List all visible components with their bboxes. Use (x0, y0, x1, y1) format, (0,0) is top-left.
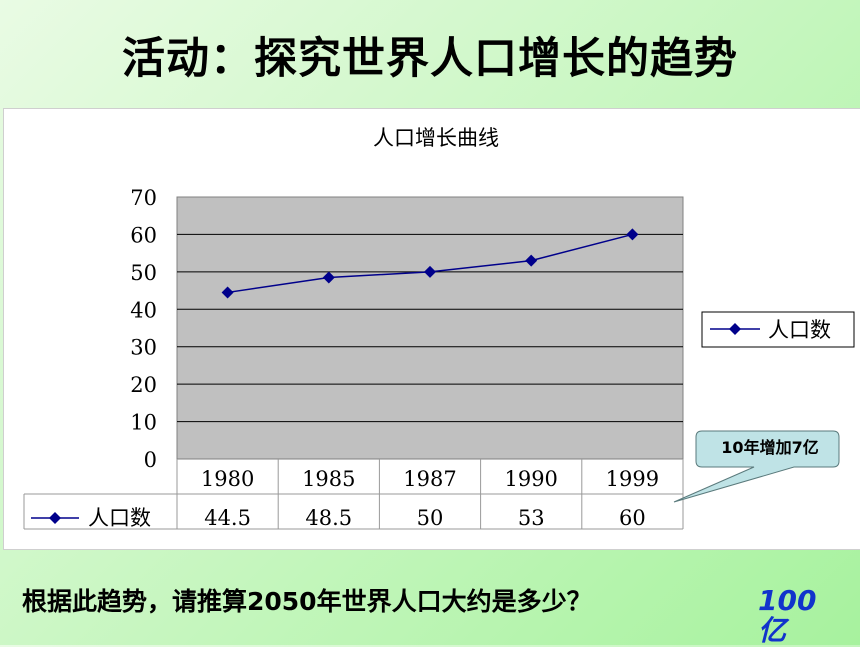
y-tick-label: 50 (130, 261, 157, 285)
y-axis-ticks: 0 10 20 30 40 50 60 70 (130, 186, 157, 472)
y-tick-label: 40 (130, 298, 157, 322)
series-line (221, 228, 639, 299)
table-row-label: 人口数 (88, 506, 151, 530)
data-table-value: 44.5 (204, 506, 251, 530)
chart-title: 人口增长曲线 (373, 126, 499, 150)
x-tick-label: 1987 (403, 467, 456, 491)
table-legend-marker (49, 512, 61, 524)
y-tick-label: 60 (130, 223, 157, 247)
data-point-marker (525, 254, 538, 267)
callout-bubble (673, 430, 840, 503)
legend-label: 人口数 (768, 318, 831, 342)
data-table: 1980 1985 1987 1990 1999 44.5 48.5 50 53 60 人口数 (23, 459, 684, 530)
data-table-value: 48.5 (305, 506, 352, 530)
question-text: 根据此趋势，请推算2050年世界人口大约是多少？ (22, 587, 592, 616)
data-point-marker (626, 228, 639, 241)
x-tick-label: 1980 (201, 467, 254, 491)
data-table-value: 53 (518, 506, 545, 530)
x-tick-label: 1999 (606, 467, 659, 491)
data-point-marker (424, 265, 436, 278)
data-table-value: 50 (417, 506, 444, 530)
chart-panel: 人口增长曲线 0 10 20 30 40 50 60 70 1980 1985 1987 1990 1… (3, 108, 860, 550)
y-tick-label: 20 (130, 373, 157, 397)
slide-title: 活动：探究世界人口增长的趋势 (122, 34, 738, 84)
data-table-value: 60 (619, 506, 646, 530)
plot-area (176, 196, 684, 460)
legend-marker (729, 323, 741, 335)
y-tick-label: 30 (130, 336, 157, 360)
legend: 人口数 (701, 311, 855, 348)
data-point-marker (221, 286, 234, 299)
answer-text: 100亿 (758, 584, 817, 647)
data-point-marker (322, 271, 335, 284)
callout-text: 10年增加7亿 (721, 438, 819, 457)
y-tick-label: 10 (130, 411, 157, 435)
y-tick-label: 0 (144, 448, 157, 472)
y-tick-label: 70 (130, 186, 157, 210)
x-tick-label: 1990 (504, 467, 557, 491)
x-tick-label: 1985 (302, 467, 355, 491)
